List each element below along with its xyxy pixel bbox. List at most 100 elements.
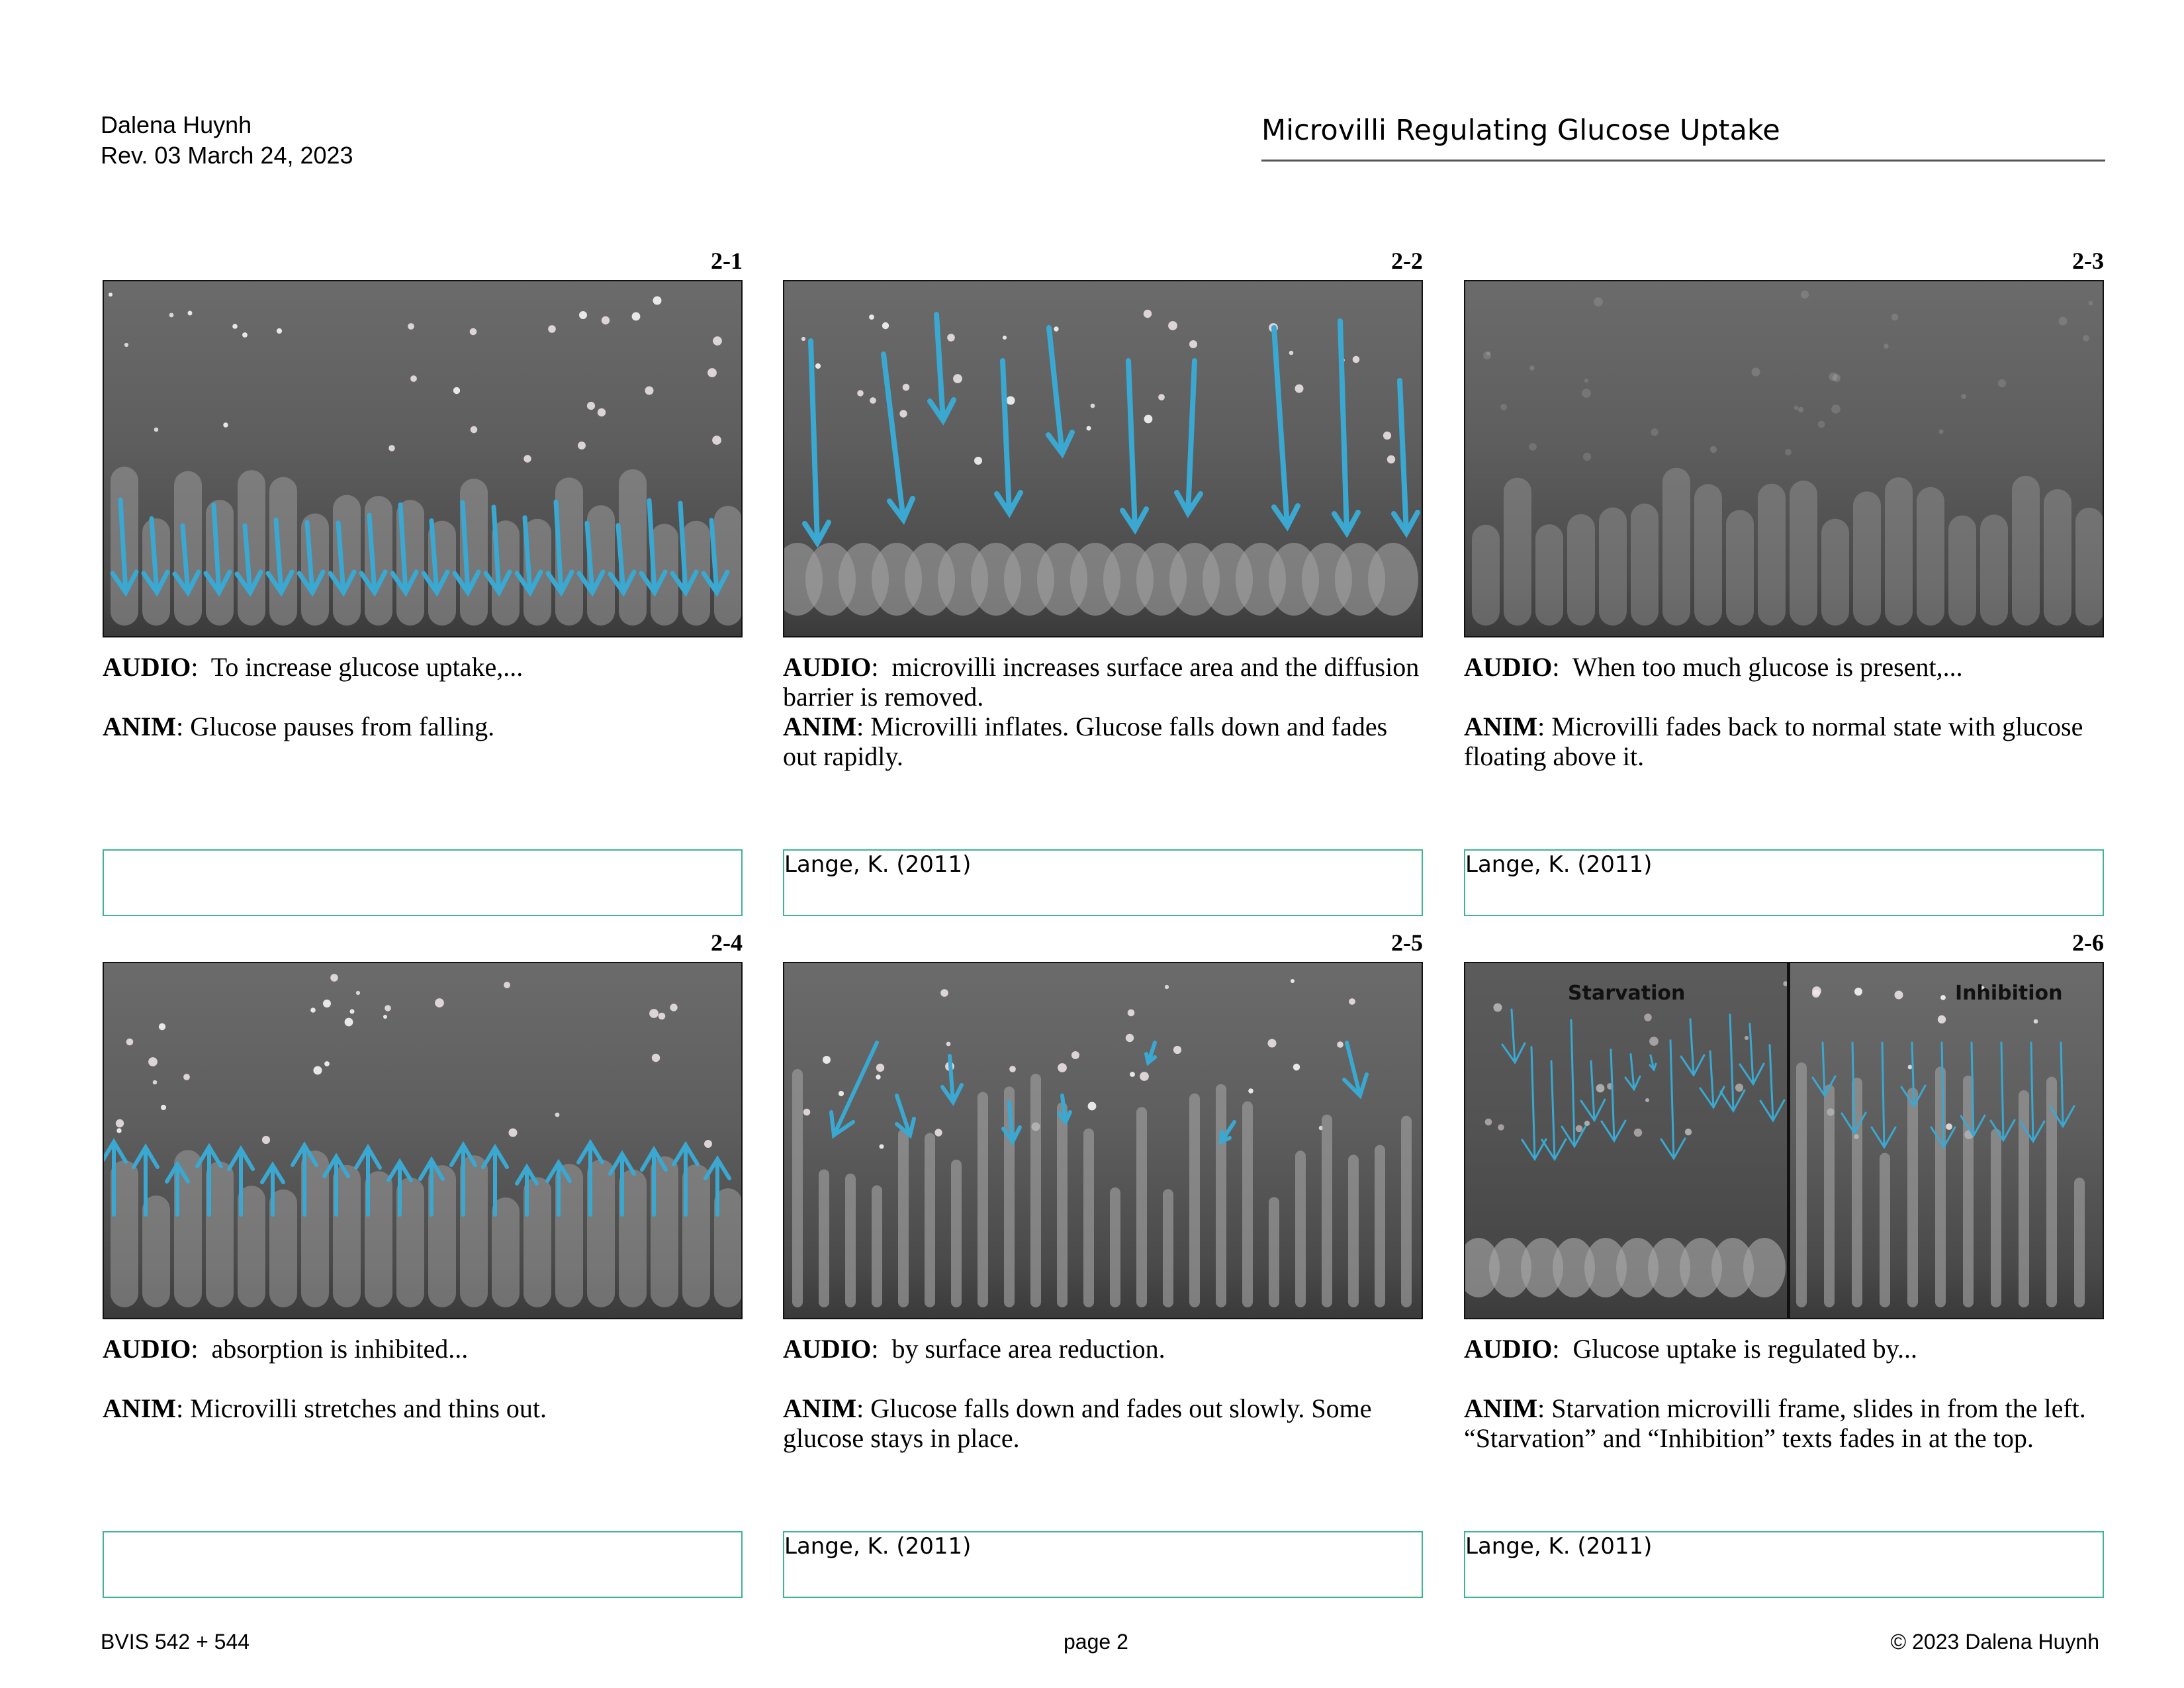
arrow-down-icon bbox=[2049, 1041, 2075, 1129]
microvillus bbox=[1057, 1102, 1068, 1307]
microvillus bbox=[1758, 483, 1786, 626]
glucose-particle bbox=[707, 368, 717, 377]
inflated-microvillus bbox=[1711, 1238, 1754, 1297]
arrow-down-icon bbox=[1600, 1049, 1627, 1143]
arrow-down-icon bbox=[639, 498, 668, 597]
glucose-particle bbox=[1484, 1118, 1492, 1126]
glucose-particle bbox=[649, 1009, 659, 1018]
glucose-particle bbox=[876, 1063, 885, 1072]
inflated-microvillus bbox=[1680, 1238, 1722, 1297]
split-label: Starvation bbox=[1568, 982, 1685, 1005]
microvillus bbox=[1694, 484, 1722, 626]
glucose-particle bbox=[1829, 372, 1838, 381]
reference-box[interactable] bbox=[103, 849, 743, 916]
glucose-particle bbox=[1295, 384, 1304, 393]
glucose-particle bbox=[2058, 316, 2068, 326]
glucose-particle bbox=[2083, 335, 2089, 342]
glucose-particle bbox=[704, 1140, 712, 1148]
glucose-particle bbox=[658, 1012, 666, 1020]
microvillus bbox=[1216, 1084, 1226, 1307]
reference-text: Lange, K. (2011) bbox=[1465, 851, 1653, 878]
glucose-particle bbox=[323, 1000, 331, 1008]
microvillus bbox=[523, 1177, 551, 1307]
audio-label: AUDIO bbox=[1464, 1334, 1553, 1364]
inflated-microvillus bbox=[1521, 1238, 1563, 1297]
reference-box[interactable] bbox=[103, 1531, 743, 1598]
arrow-down-icon bbox=[452, 500, 481, 597]
glucose-particle bbox=[1173, 1045, 1182, 1055]
glucose-particle bbox=[223, 422, 228, 428]
frame-number: 2-3 bbox=[2072, 248, 2104, 274]
microvillus bbox=[142, 1196, 170, 1307]
microvillus bbox=[2044, 489, 2071, 626]
reference-box[interactable]: Lange, K. (2011) bbox=[1464, 849, 2104, 916]
glucose-particle bbox=[1500, 404, 1507, 410]
glucose-particle bbox=[1812, 990, 1820, 998]
arrow-up-icon bbox=[104, 1138, 128, 1217]
microvillus bbox=[2012, 475, 2040, 626]
microvillus bbox=[1726, 510, 1754, 626]
arrow-down-icon bbox=[141, 516, 170, 597]
microvillus bbox=[111, 1160, 138, 1307]
glucose-particle bbox=[879, 1144, 884, 1149]
microvillus bbox=[1796, 1062, 1807, 1307]
page-title: Microvilli Regulating Glucose Uptake bbox=[1261, 114, 1780, 147]
arrow-up-icon bbox=[672, 1141, 700, 1217]
glucose-particle bbox=[349, 1009, 355, 1014]
footer-copyright: © 2023 Dalena Huynh bbox=[1890, 1630, 2099, 1654]
glucose-particle bbox=[1594, 297, 1603, 306]
frame-illustration: Starvation Inhibition bbox=[1464, 962, 2104, 1319]
glucose-particle bbox=[453, 387, 461, 395]
arrow-up-icon bbox=[291, 1141, 318, 1217]
arrow-down-icon bbox=[172, 523, 201, 597]
glucose-particle bbox=[651, 1053, 660, 1062]
anim-label: ANIM bbox=[1464, 712, 1538, 741]
glucose-particle bbox=[344, 1017, 353, 1027]
glucose-particle bbox=[276, 328, 283, 334]
glucose-particle bbox=[1744, 1035, 1749, 1041]
audio-label: AUDIO bbox=[103, 652, 191, 682]
microvillus bbox=[587, 1159, 615, 1307]
microvillus bbox=[2074, 1177, 2085, 1307]
arrow-down-icon bbox=[1332, 318, 1361, 538]
arrow-down-icon bbox=[1057, 1094, 1072, 1126]
glucose-particle bbox=[1997, 379, 2007, 388]
arrow-down-icon bbox=[545, 499, 574, 597]
audio-text: by surface area reduction. bbox=[891, 1334, 1165, 1364]
glucose-particle bbox=[1483, 352, 1491, 359]
glucose-particle bbox=[899, 410, 907, 418]
arrow-down-icon bbox=[670, 500, 699, 597]
reference-box[interactable]: Lange, K. (2011) bbox=[783, 1531, 1423, 1598]
microvillus bbox=[1163, 1189, 1173, 1307]
microvillus bbox=[1852, 1077, 1862, 1307]
glucose-particle bbox=[1009, 1066, 1016, 1072]
author-name: Dalena Huynh bbox=[101, 111, 252, 138]
glucose-particle bbox=[1833, 374, 1841, 382]
arrow-down-icon bbox=[2019, 1041, 2046, 1144]
reference-box[interactable]: Lange, K. (2011) bbox=[1464, 1531, 2104, 1598]
microvillus bbox=[333, 1164, 361, 1307]
microvillus bbox=[587, 505, 615, 626]
glucose-particle bbox=[1143, 309, 1152, 318]
arrow-down-icon bbox=[1521, 1046, 1547, 1162]
arrow-down-icon bbox=[1811, 1041, 1837, 1098]
microvillus bbox=[555, 1164, 583, 1307]
arrow-down-icon bbox=[940, 1054, 964, 1106]
inflated-microvillus bbox=[1743, 1238, 1786, 1297]
reference-box[interactable]: Lange, K. (2011) bbox=[783, 849, 1423, 916]
microvillus bbox=[301, 1150, 329, 1307]
microvillus bbox=[898, 1129, 909, 1307]
microvillus bbox=[1917, 487, 1944, 626]
microvillus bbox=[1907, 1088, 1918, 1307]
glucose-particle bbox=[946, 1041, 951, 1047]
microvillus bbox=[1885, 477, 1913, 626]
glucose-particle bbox=[1352, 355, 1360, 363]
microvillus bbox=[206, 1161, 234, 1307]
glucose-particle bbox=[1584, 1120, 1590, 1127]
glucose-particle bbox=[109, 293, 113, 297]
glucose-particle bbox=[1383, 431, 1392, 440]
arrow-down-icon bbox=[802, 338, 831, 548]
glucose-particle bbox=[1735, 1083, 1744, 1092]
glucose-particle bbox=[504, 982, 510, 988]
arrow-down-icon bbox=[1739, 1023, 1765, 1086]
